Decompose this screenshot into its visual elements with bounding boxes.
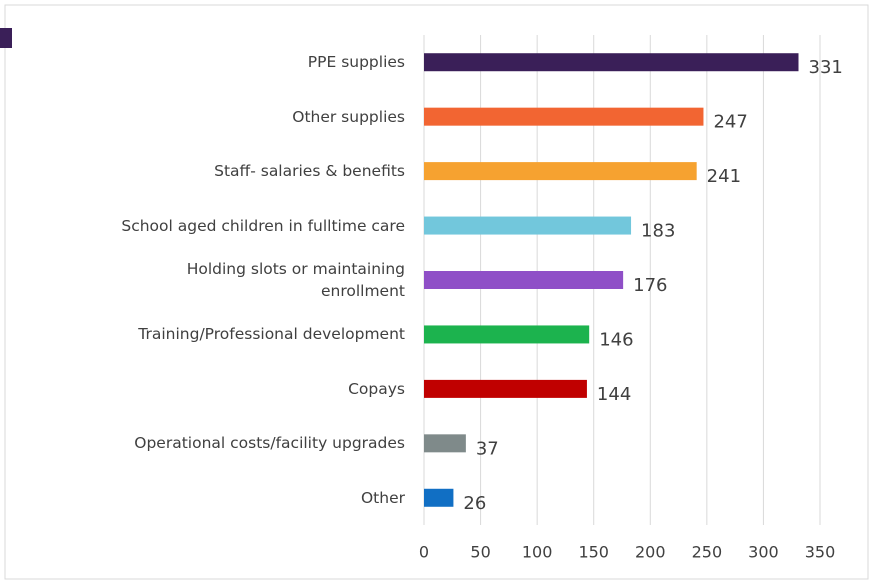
data-label: 144 xyxy=(597,384,631,405)
bar xyxy=(424,216,632,235)
x-tick-label: 300 xyxy=(748,543,779,562)
x-tick-label: 100 xyxy=(522,543,553,562)
bar xyxy=(424,53,799,72)
x-tick-label: 50 xyxy=(470,543,490,562)
frame xyxy=(4,4,869,580)
data-label: 331 xyxy=(809,57,843,78)
bar xyxy=(424,488,454,507)
bar xyxy=(424,434,466,453)
y-tick-label: Training/Professional development xyxy=(138,325,405,344)
y-tick-label: School aged children in fulltime care xyxy=(121,216,405,235)
data-label: 247 xyxy=(713,112,747,133)
x-tick-label: 250 xyxy=(692,543,723,562)
bar xyxy=(424,325,590,344)
y-tick-label: Other xyxy=(360,488,405,507)
data-label: 176 xyxy=(633,275,667,296)
y-tick-label: Holding slots or maintaining enrollment xyxy=(186,260,405,300)
bar xyxy=(424,271,624,289)
bar xyxy=(424,162,697,181)
decoration xyxy=(0,28,12,48)
data-label: 26 xyxy=(463,493,486,514)
x-tick-label: 0 xyxy=(419,543,429,562)
data-label: 183 xyxy=(641,221,675,242)
y-tick-label: Operational costs/facility upgrades xyxy=(134,434,405,453)
data-label: 146 xyxy=(599,329,633,350)
data-label: 241 xyxy=(707,166,741,187)
bar xyxy=(424,379,587,398)
y-tick-label: Staff- salaries & benefits xyxy=(214,162,405,181)
x-tick-label: 350 xyxy=(805,543,836,562)
x-tick-label: 150 xyxy=(578,543,609,562)
y-tick-label: PPE supplies xyxy=(307,53,405,72)
data-label: 37 xyxy=(476,438,499,459)
y-tick-label: Copays xyxy=(348,379,405,398)
x-tick-label: 200 xyxy=(635,543,666,562)
bar xyxy=(424,107,704,126)
y-tick-label: Other supplies xyxy=(292,107,405,126)
